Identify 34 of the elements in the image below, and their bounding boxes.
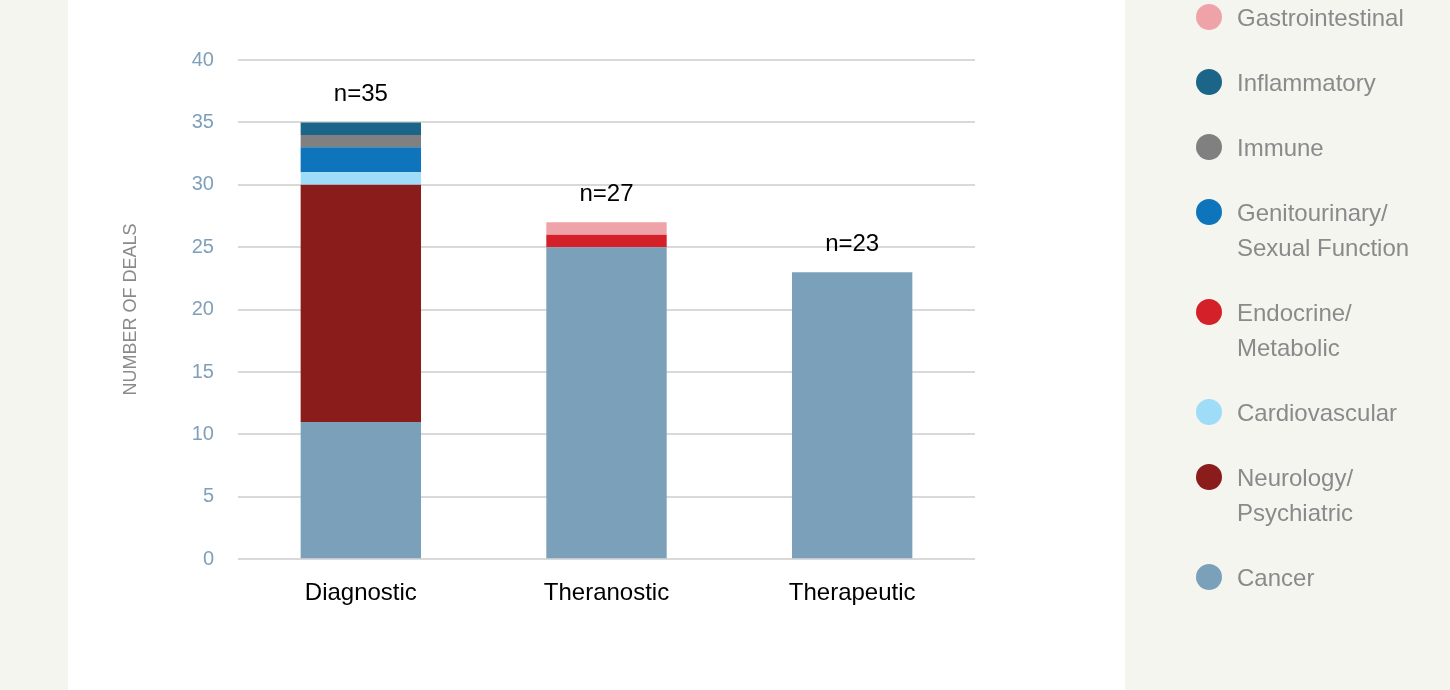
legend-label: Gastrointestinal: [1237, 3, 1405, 33]
y-tick-label: 15: [191, 359, 214, 382]
x-tick-label: Theranostic: [543, 578, 670, 606]
y-tick-label: 0: [202, 546, 214, 569]
y-tick-label: 35: [191, 109, 214, 132]
total-label: n=23: [825, 228, 880, 256]
legend-label: Cancer: [1237, 563, 1316, 593]
bar: [546, 247, 667, 559]
total-label: n=27: [579, 178, 634, 206]
x-tick-label: Diagnostic: [304, 578, 417, 606]
y-tick-label: 10: [191, 421, 214, 444]
y-tick-label: 20: [191, 297, 214, 320]
bar: [300, 421, 422, 559]
y-tick-label: 40: [191, 47, 214, 70]
bar: [546, 234, 667, 248]
x-tick-label: Therapeutic: [788, 578, 916, 606]
y-tick-label: 25: [191, 234, 214, 257]
y-axis-title: NUMBER OF DEALS: [119, 223, 140, 396]
y-tick-label: 30: [191, 172, 214, 195]
bar: [300, 134, 422, 148]
legend-label: Immune: [1237, 133, 1325, 163]
legend-label: Endocrine/ Metabolic: [1237, 298, 1353, 363]
y-tick-label: 5: [202, 484, 214, 507]
bar: [546, 222, 667, 235]
legend-label: Cardiovascular: [1237, 398, 1399, 428]
legend-label: Inflammatory: [1237, 68, 1377, 98]
bar: [300, 122, 422, 135]
legend-label: Neurology/ Psychiatric: [1237, 463, 1355, 528]
bar: [791, 272, 913, 559]
total-label: n=35: [333, 79, 388, 107]
legend-label: Genitourinary/ Sexual Function: [1237, 198, 1411, 263]
bar: [300, 147, 422, 173]
bar: [300, 184, 422, 422]
bar: [300, 172, 422, 185]
